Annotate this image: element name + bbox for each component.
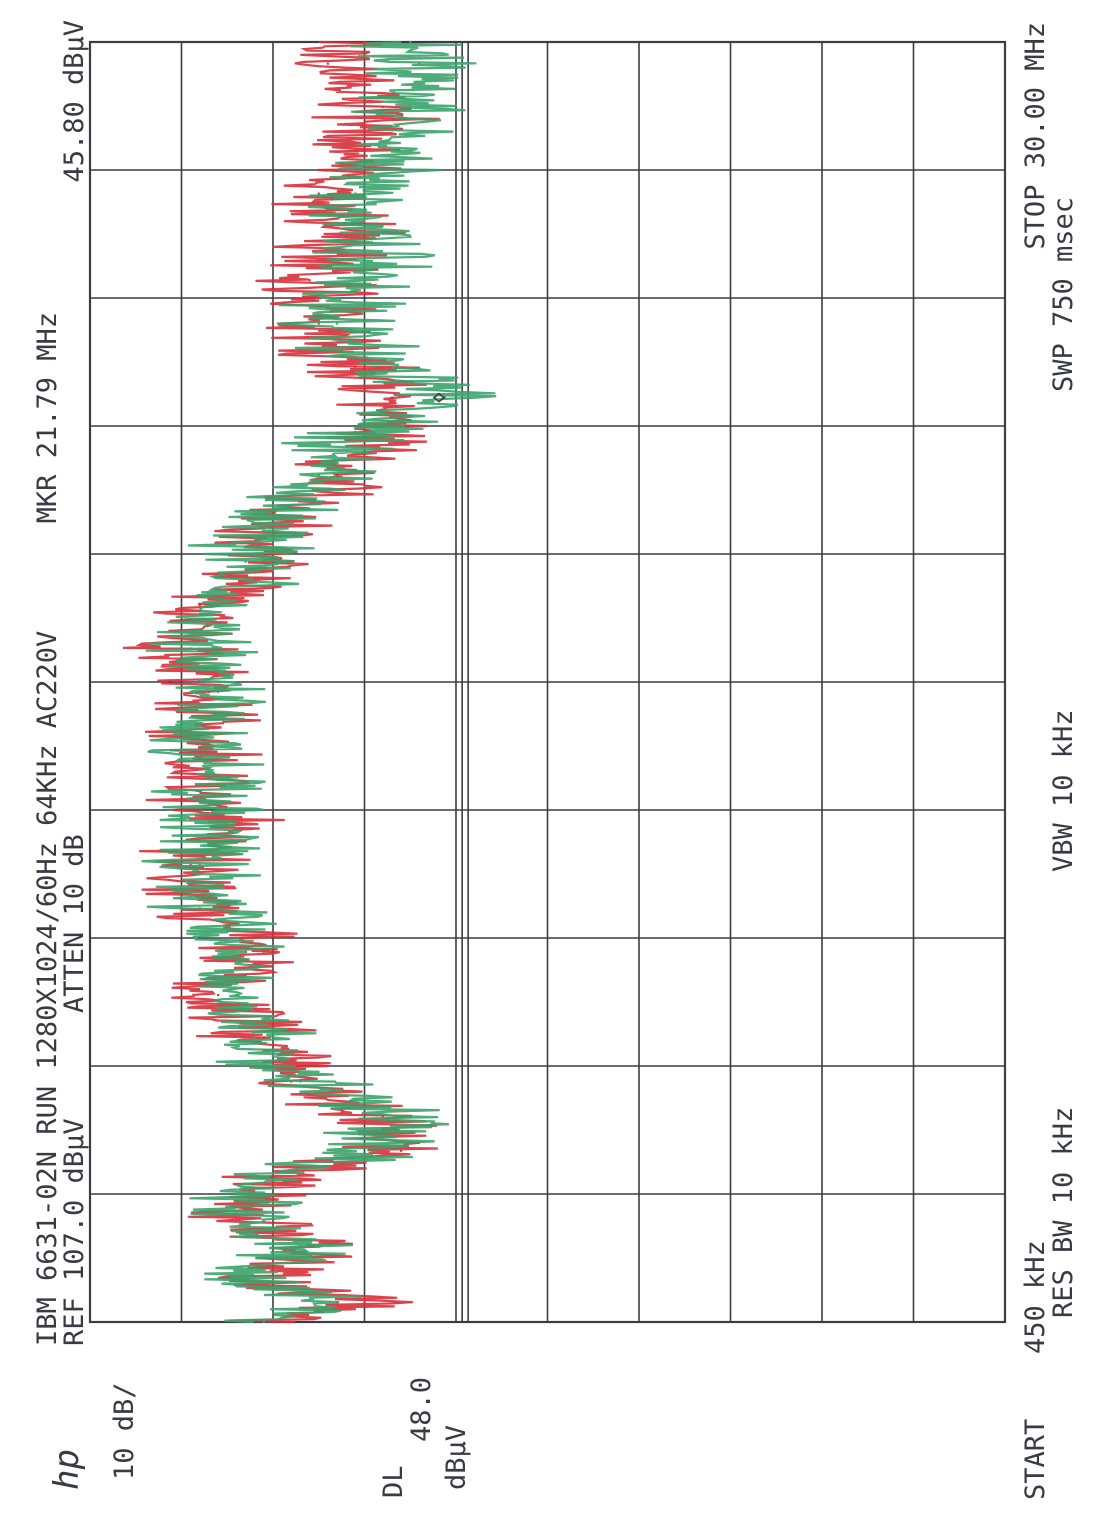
- data-point: [363, 279, 366, 282]
- data-point: [317, 473, 320, 477]
- resolution-bandwidth: RES BW 10 kHz: [1048, 1107, 1079, 1318]
- data-point: [235, 993, 238, 997]
- data-point: [198, 863, 201, 867]
- data-point: [363, 1301, 366, 1304]
- stop-frequency: STOP 30.00 MHz: [1020, 22, 1051, 250]
- data-point: [299, 1244, 302, 1248]
- data-point: [189, 733, 192, 737]
- data-point: [244, 950, 247, 953]
- marker-diamond: [432, 392, 446, 403]
- scale-per-division: 10 dB/: [109, 1382, 140, 1480]
- data-point: [390, 149, 394, 152]
- data-point: [354, 430, 357, 434]
- data-point: [418, 62, 421, 65]
- data-point: [198, 603, 201, 607]
- data-point: [262, 1320, 266, 1324]
- start-frequency: 450 kHz: [1020, 1240, 1051, 1354]
- data-point: [216, 907, 220, 910]
- data-point: [354, 149, 357, 152]
- data-point: [308, 279, 311, 282]
- data-point: [399, 1149, 403, 1153]
- data-point: [326, 62, 330, 65]
- data-point: [271, 1320, 275, 1324]
- data-point: [262, 1175, 266, 1179]
- data-point: [262, 950, 266, 953]
- trace-series-2: [141, 40, 497, 1324]
- marker-level: 45.80 dBµV: [59, 20, 90, 183]
- data-point: [335, 473, 339, 477]
- hp-logo: hp: [47, 1449, 87, 1490]
- data-point: [299, 1080, 302, 1083]
- data-point: [409, 105, 412, 109]
- video-bandwidth: VBW 10 kHz: [1048, 709, 1079, 872]
- data-point: [381, 105, 384, 109]
- start-label: START: [1020, 1419, 1051, 1500]
- marker-frequency: MKR 21.79 MHz: [32, 312, 63, 523]
- data-point: [235, 1210, 238, 1213]
- data-point: [390, 396, 394, 399]
- data-point: [381, 1115, 384, 1118]
- data-point: [317, 192, 320, 195]
- data-point: [372, 235, 375, 239]
- data-point: [271, 517, 275, 520]
- data-point: [345, 235, 348, 239]
- data-point: [399, 1115, 403, 1118]
- sweep-time: SWP 750 msec: [1048, 197, 1079, 392]
- data-point: [335, 322, 339, 325]
- data-point: [409, 40, 412, 44]
- data-point: [335, 1301, 339, 1304]
- display-line-label: DL: [378, 1465, 409, 1498]
- data-point: [244, 560, 247, 563]
- data-point: [372, 1149, 375, 1153]
- data-point: [198, 647, 201, 650]
- data-point: [207, 820, 211, 823]
- data-point: [354, 365, 357, 369]
- traces: [122, 40, 497, 1324]
- data-point: [354, 192, 357, 195]
- data-point: [244, 1275, 247, 1278]
- data-point: [216, 690, 220, 693]
- display-line-unit: dBµV: [441, 1425, 472, 1490]
- data-point: [226, 777, 229, 780]
- data-point: [372, 365, 375, 369]
- data-point: [253, 1037, 256, 1040]
- data-point: [216, 993, 220, 997]
- data-point: [207, 603, 211, 607]
- display-line-value: 48.0: [406, 1377, 437, 1442]
- header-line1: IBM 6631-02N RUN 1280X1024/60Hz 64KHz AC…: [32, 631, 63, 1346]
- reference-level: REF 107.0 dBµV: [59, 1118, 90, 1346]
- data-point: [271, 1175, 275, 1179]
- attenuation: ATTEN 10 dB: [59, 834, 90, 1013]
